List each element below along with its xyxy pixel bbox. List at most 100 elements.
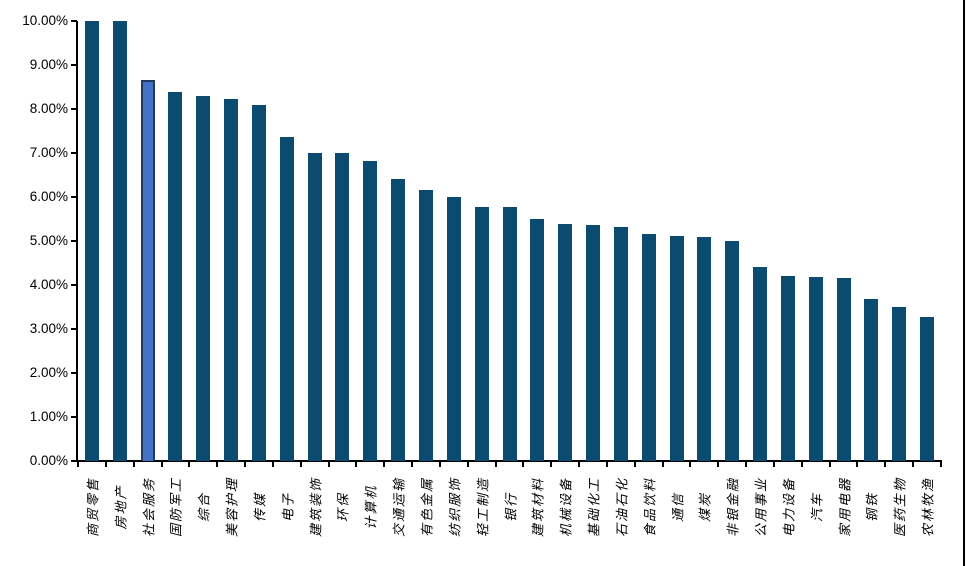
bar-电子 (279, 137, 294, 461)
x-axis-tick (633, 461, 636, 467)
bar-环保 (335, 153, 350, 461)
bar-电力设备 (780, 276, 795, 461)
x-axis-tick (299, 461, 302, 467)
x-axis-tick (745, 461, 748, 467)
category-label: 美容护理 (225, 476, 241, 538)
y-axis-tick (71, 20, 77, 22)
x-axis-tick (104, 461, 107, 467)
category-label: 商贸零售 (86, 476, 102, 538)
bar-纺织服饰 (446, 196, 461, 461)
bar-建筑装饰 (307, 153, 322, 461)
bar-家用电器 (836, 277, 851, 461)
x-axis-tick (188, 461, 191, 467)
x-axis-line (76, 460, 942, 462)
bar-计算机 (363, 160, 378, 461)
category-label: 有色金属 (420, 476, 436, 538)
category-label: 建筑装饰 (309, 476, 325, 538)
category-label: 石油石化 (615, 476, 631, 538)
y-axis-tick-label: 9.00% (29, 57, 68, 72)
x-axis-tick (661, 461, 664, 467)
bar-医药生物 (892, 307, 907, 461)
category-label: 交通运输 (392, 476, 408, 538)
category-label: 轻工制造 (476, 476, 492, 538)
y-axis-tick (71, 240, 77, 242)
bar-非银金融 (725, 241, 740, 461)
bar-农林牧渔 (920, 317, 935, 461)
x-axis-tick (494, 461, 497, 467)
y-axis-tick (71, 372, 77, 374)
category-label: 综合 (197, 491, 213, 523)
category-label: 钢铁 (865, 491, 881, 523)
bar-钢铁 (864, 299, 879, 461)
x-axis-tick (689, 461, 692, 467)
x-axis-tick (383, 461, 386, 467)
y-axis-tick (71, 328, 77, 330)
y-axis-tick-label: 1.00% (29, 409, 68, 424)
y-axis-tick-label: 8.00% (29, 101, 68, 116)
x-axis-tick (355, 461, 358, 467)
category-label: 公用事业 (754, 476, 770, 538)
category-label: 纺织服饰 (448, 476, 464, 538)
x-axis-tick (160, 461, 163, 467)
x-axis-tick (828, 461, 831, 467)
y-axis-tick-label: 10.00% (22, 13, 68, 28)
x-axis-tick (271, 461, 274, 467)
y-axis-tick (71, 108, 77, 110)
bar-美容护理 (224, 98, 239, 461)
bar-食品饮料 (641, 234, 656, 461)
y-axis-tick (71, 64, 77, 66)
category-label: 基础化工 (587, 476, 603, 538)
x-axis-tick (856, 461, 859, 467)
bar-交通运输 (391, 179, 406, 461)
category-label: 食品饮料 (643, 476, 659, 538)
x-axis-tick (244, 461, 247, 467)
category-label: 社会服务 (142, 476, 158, 538)
x-axis-tick (438, 461, 441, 467)
category-label: 汽车 (810, 491, 826, 523)
bar-综合 (196, 95, 211, 461)
category-label: 家用电器 (838, 476, 854, 538)
category-label: 机械设备 (559, 476, 575, 538)
y-axis-tick (71, 284, 77, 286)
y-axis-tick (71, 460, 77, 462)
x-axis-tick (466, 461, 469, 467)
y-axis-tick-label: 4.00% (29, 277, 68, 292)
bar-石油石化 (613, 227, 628, 461)
x-axis-tick (772, 461, 775, 467)
category-label: 传媒 (253, 491, 269, 523)
y-axis-tick-label: 2.00% (29, 365, 68, 380)
bar-汽车 (808, 276, 823, 461)
category-label: 电力设备 (782, 476, 798, 538)
bar-国防军工 (168, 92, 183, 461)
x-axis-tick (327, 461, 330, 467)
category-label: 电子 (281, 491, 297, 523)
x-axis-tick (550, 461, 553, 467)
y-axis-line (76, 21, 78, 461)
bar-商贸零售 (84, 21, 99, 461)
x-axis-tick (411, 461, 414, 467)
category-label: 非银金融 (726, 476, 742, 538)
bar-银行 (502, 207, 517, 461)
y-axis-tick (71, 416, 77, 418)
bar-煤炭 (697, 236, 712, 461)
y-axis-tick-label: 0.00% (29, 453, 68, 468)
x-axis-tick (884, 461, 887, 467)
y-axis-tick (71, 196, 77, 198)
bar-房地产 (112, 21, 127, 461)
y-axis-tick-label: 5.00% (29, 233, 68, 248)
bar-有色金属 (418, 190, 433, 461)
y-axis-tick-label: 3.00% (29, 321, 68, 336)
category-label: 国防军工 (169, 476, 185, 538)
x-axis-tick (216, 461, 219, 467)
category-label: 计算机 (364, 484, 380, 530)
x-axis-tick (605, 461, 608, 467)
y-axis-tick (71, 152, 77, 154)
bar-机械设备 (558, 224, 573, 461)
bar-公用事业 (753, 266, 768, 461)
page-right-border (963, 0, 965, 566)
bar-轻工制造 (474, 206, 489, 461)
bar-社会服务 (140, 80, 155, 461)
x-axis-tick (77, 461, 79, 467)
bar-通信 (669, 235, 684, 461)
